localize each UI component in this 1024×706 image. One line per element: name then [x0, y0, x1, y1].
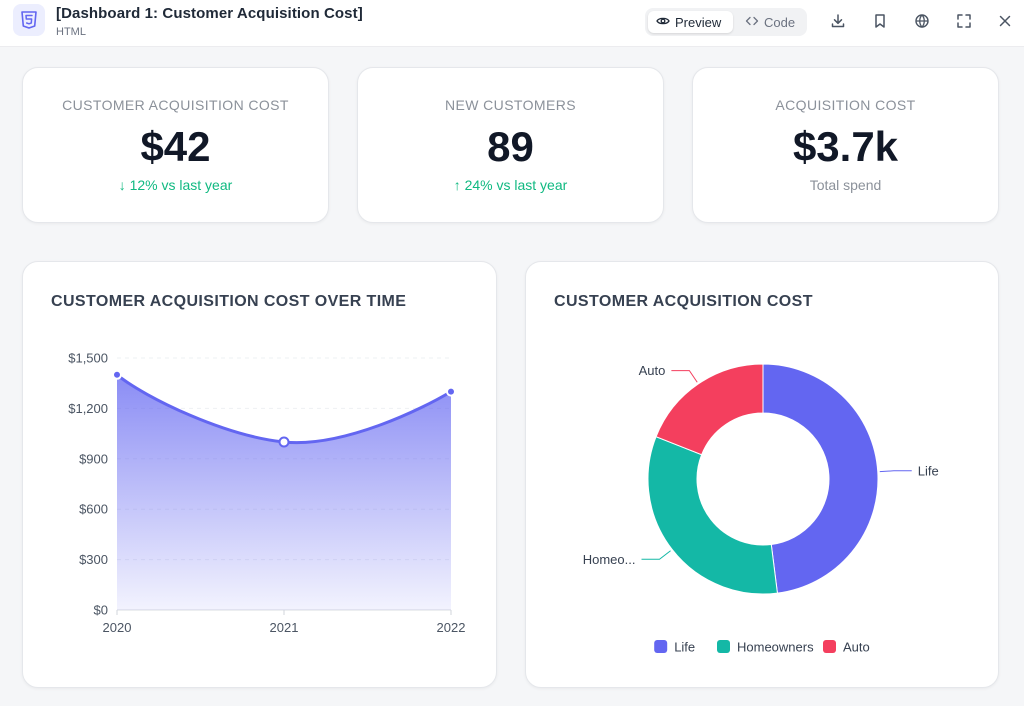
- slice-label: Auto: [639, 363, 666, 378]
- legend-item-auto[interactable]: Auto: [823, 640, 870, 655]
- pie-slice-life[interactable]: [762, 363, 879, 594]
- eye-icon: [656, 14, 670, 31]
- kpi-trend: ↑ 24% vs last year: [453, 177, 568, 193]
- y-tick-label: $600: [79, 502, 108, 517]
- code-icon: [745, 14, 759, 31]
- slice-label: Homeo...: [583, 552, 636, 567]
- data-point[interactable]: [278, 436, 290, 448]
- html5-icon: [13, 4, 45, 36]
- y-tick-label: $1,200: [68, 401, 108, 416]
- kpi-value: $3.7k: [792, 123, 899, 170]
- legend-label: Life: [674, 640, 695, 655]
- area-chart: $0 $300 $600 $900 $1,200 $1,500 2020 2021 2022: [68, 351, 466, 636]
- legend-label: Auto: [843, 640, 870, 655]
- legend-label: Homeowners: [737, 640, 814, 655]
- legend-swatch: [717, 640, 730, 653]
- code-button[interactable]: Code: [737, 11, 803, 33]
- leader-line: [671, 370, 698, 383]
- code-label: Code: [764, 14, 796, 30]
- top-bar: [Dashboard 1: Customer Acquisition Cost]…: [0, 0, 1024, 47]
- x-tick-label: 2021: [270, 620, 299, 635]
- x-tick-label: 2020: [103, 620, 132, 635]
- view-toggle: Preview Code: [645, 8, 807, 36]
- page-title: [Dashboard 1: Customer Acquisition Cost]: [56, 5, 363, 22]
- download-icon[interactable]: [828, 11, 848, 31]
- kpi-label: CUSTOMER ACQUISITION COST: [62, 97, 289, 113]
- legend-swatch: [823, 640, 836, 653]
- line-chart-card: CUSTOMER ACQUISITION COST OVER TIME $0 $3…: [22, 261, 497, 688]
- kpi-label: NEW CUSTOMERS: [445, 97, 576, 113]
- kpi-value: 89: [487, 123, 534, 170]
- legend-swatch: [654, 640, 668, 653]
- kpi-card-cac: CUSTOMER ACQUISITION COST $42 ↓ 12% vs l…: [22, 67, 329, 223]
- kpi-trend: ↓ 12% vs last year: [118, 177, 233, 193]
- y-tick-label: $0: [94, 603, 108, 618]
- kpi-label: ACQUISITION COST: [775, 97, 916, 113]
- pie-slice-homeowners[interactable]: [647, 436, 778, 595]
- preview-label: Preview: [675, 14, 722, 30]
- chart-title: CUSTOMER ACQUISITION COST OVER TIME: [51, 293, 407, 310]
- page-subtitle: HTML: [56, 26, 86, 38]
- donut-chart: Life Homeo... Auto Life Homeowners Auto: [583, 363, 939, 655]
- globe-icon[interactable]: [912, 11, 932, 31]
- y-tick-label: $300: [79, 552, 108, 567]
- preview-button[interactable]: Preview: [648, 11, 733, 33]
- legend-item-homeowners[interactable]: Homeowners: [717, 640, 814, 655]
- legend-item-life[interactable]: Life: [654, 640, 695, 655]
- area-fill: [117, 374, 451, 610]
- pie-chart-card: CUSTOMER ACQUISITION COST Life Homeo... Au…: [525, 261, 999, 688]
- chart-title: CUSTOMER ACQUISITION COST: [554, 293, 813, 310]
- data-point[interactable]: [446, 386, 456, 397]
- y-tick-label: $1,500: [68, 351, 108, 366]
- pie-slice-auto[interactable]: [655, 363, 764, 456]
- data-point[interactable]: [112, 369, 122, 380]
- kpi-card-new-customers: NEW CUSTOMERS 89 ↑ 24% vs last year: [357, 67, 664, 223]
- bookmark-icon[interactable]: [870, 11, 890, 31]
- y-tick-label: $900: [79, 451, 108, 466]
- leader-line: [641, 550, 671, 560]
- fullscreen-icon[interactable]: [954, 11, 974, 31]
- kpi-value: $42: [140, 123, 211, 170]
- close-icon[interactable]: [995, 11, 1015, 31]
- kpi-subtitle: Total spend: [809, 177, 882, 193]
- slice-label: Life: [918, 463, 939, 478]
- leader-line: [879, 470, 912, 473]
- kpi-card-acquisition-cost: ACQUISITION COST $3.7k Total spend: [692, 67, 999, 223]
- x-tick-label: 2022: [437, 620, 466, 635]
